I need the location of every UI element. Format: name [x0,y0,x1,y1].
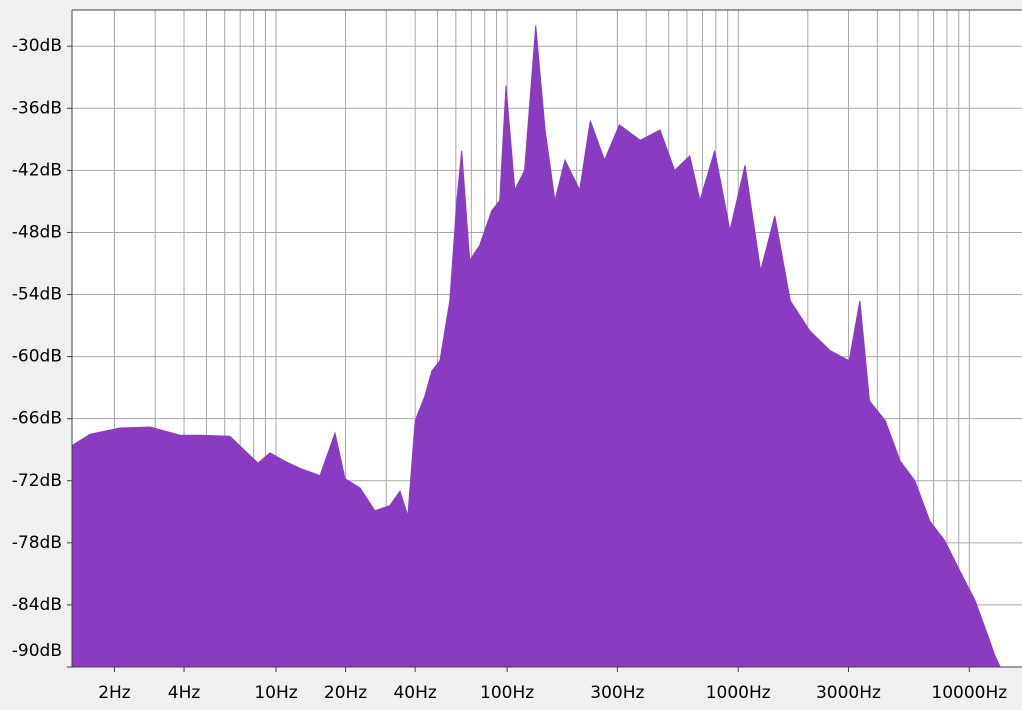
y-tick-label: -90dB [12,641,62,661]
x-tick-label: 10Hz [254,683,297,703]
y-tick-label: -60dB [12,347,62,367]
x-tick-label: 10000Hz [931,683,1007,703]
y-tick-label: -30dB [12,36,62,56]
marks [71,25,1001,668]
y-tick-label: -84dB [12,595,62,615]
y-tick-label: -36dB [12,98,62,118]
x-tick-label: 20Hz [324,683,367,703]
y-tick-label: -42dB [12,160,62,180]
labels: -30dB -36dB -42dB -48dB -54dB -60dB -66dB -72dB… [12,36,1008,703]
x-tick-label: 4Hz [168,683,201,703]
x-tick-label: 40Hz [393,683,436,703]
x-tick-label: 3000Hz [816,683,881,703]
x-tick-label: 300Hz [590,683,644,703]
x-tick-label: 100Hz [480,683,534,703]
spectrum-area [71,25,1001,668]
y-tick-label: -66dB [12,409,62,429]
x-tick-label: 1000Hz [706,683,771,703]
y-tick-label: -54dB [12,285,62,305]
y-tick-label: -48dB [12,222,62,242]
y-tick-label: -72dB [12,471,62,491]
x-tick-label: 2Hz [98,683,131,703]
y-tick-label: -78dB [12,533,62,553]
